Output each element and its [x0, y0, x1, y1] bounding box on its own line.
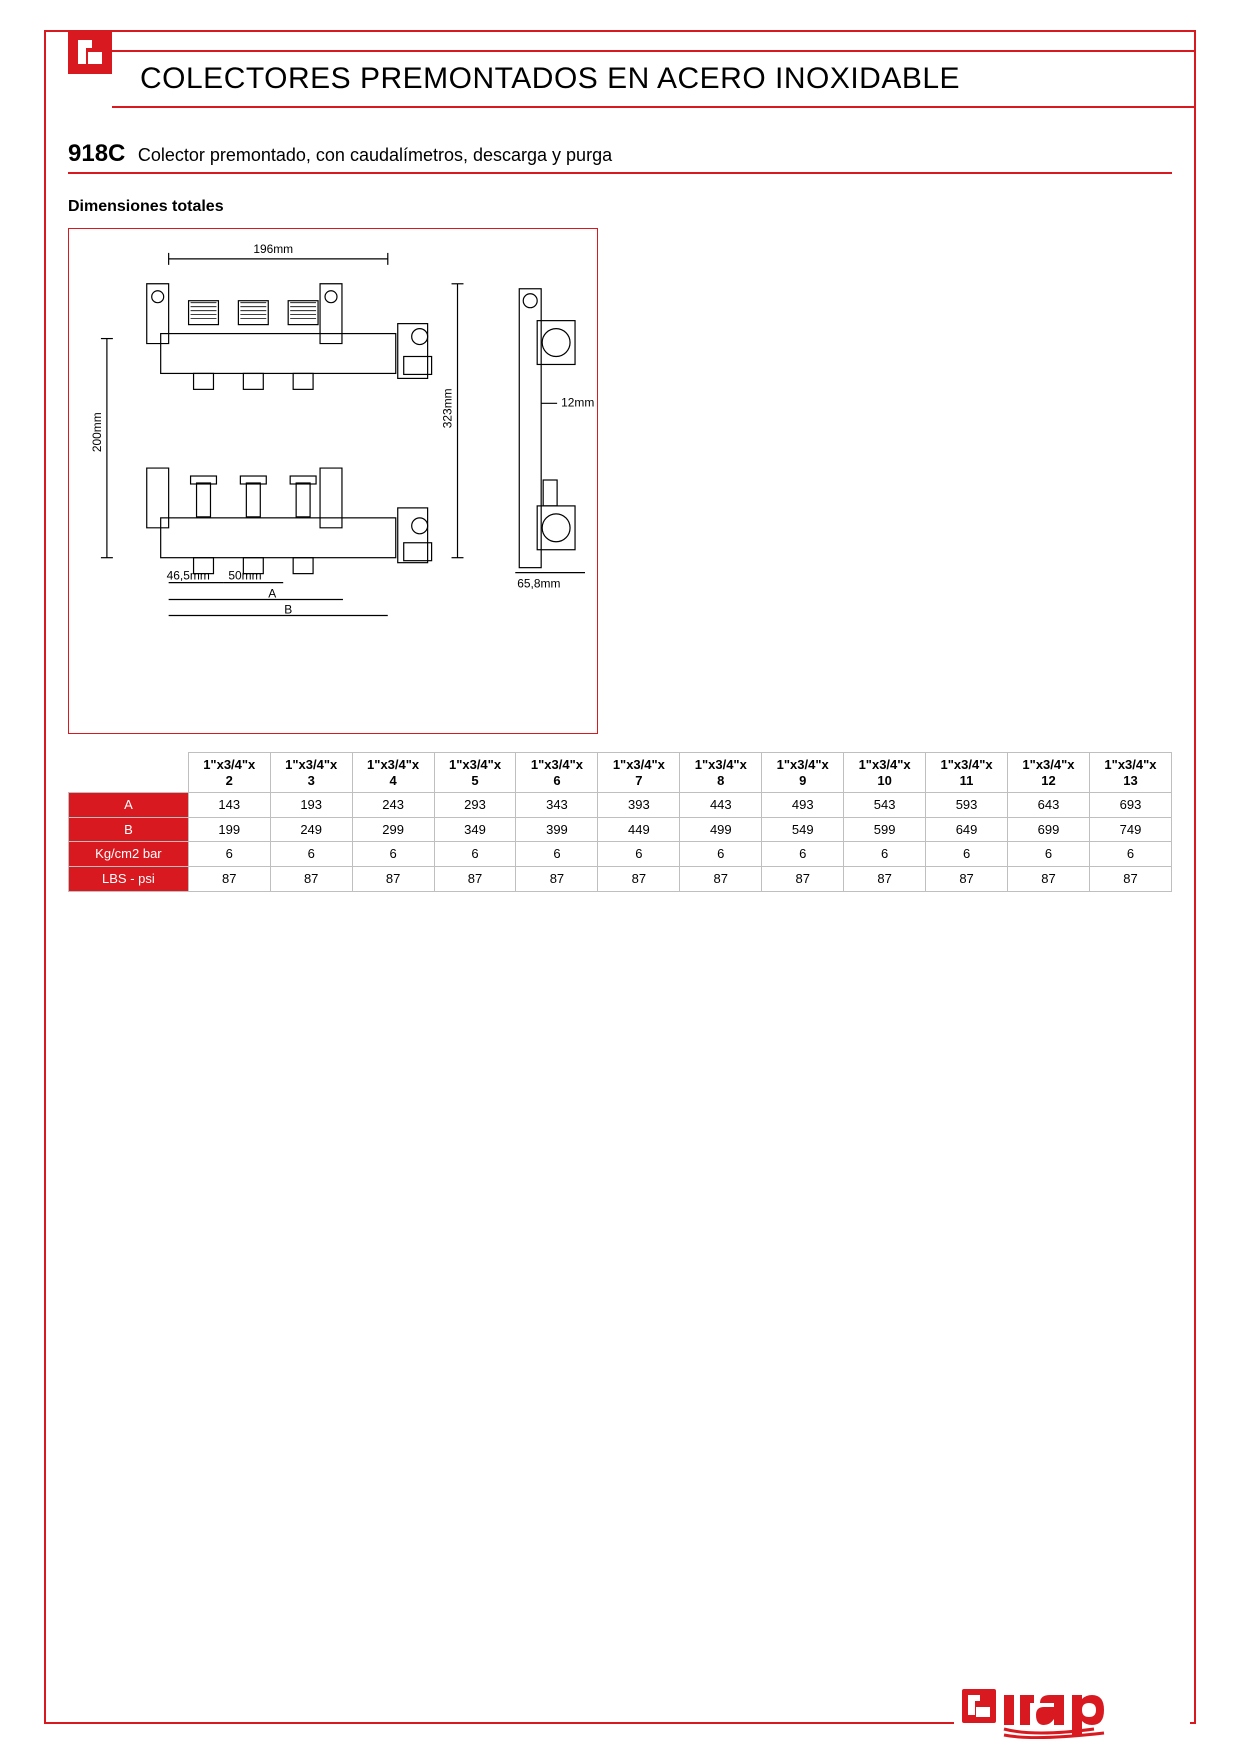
- spec-table-head: 1"x3/4"x21"x3/4"x31"x3/4"x41"x3/4"x51"x3…: [69, 753, 1172, 793]
- table-cell: 6: [762, 842, 844, 867]
- dim-side-width: 65,8mm: [517, 577, 560, 591]
- table-column-header: 1"x3/4"x12: [1008, 753, 1090, 793]
- table-row-label: A: [69, 793, 189, 818]
- dim-offset-b: 50mm: [228, 569, 261, 583]
- table-column-header: 1"x3/4"x13: [1089, 753, 1171, 793]
- dim-total-height: 323mm: [441, 388, 455, 428]
- table-cell: 6: [352, 842, 434, 867]
- table-row-label: Kg/cm2 bar: [69, 842, 189, 867]
- table-column-header: 1"x3/4"x3: [270, 753, 352, 793]
- table-cell: 143: [188, 793, 270, 818]
- table-row: LBS - psi878787878787878787878787: [69, 866, 1172, 891]
- table-row: Kg/cm2 bar666666666666: [69, 842, 1172, 867]
- table-cell: 243: [352, 793, 434, 818]
- spec-table-body: A143193243293343393443493543593643693B19…: [69, 793, 1172, 891]
- table-cell: 349: [434, 817, 516, 842]
- dimension-diagram: 196mm 200mm 323mm 12mm 65,8mm 46,5mm 50m…: [68, 228, 598, 734]
- footer-brand-logo: [954, 1683, 1190, 1744]
- table-cell: 87: [762, 866, 844, 891]
- spec-table: 1"x3/4"x21"x3/4"x31"x3/4"x41"x3/4"x51"x3…: [68, 752, 1172, 892]
- table-cell: 6: [270, 842, 352, 867]
- page-title-bar: COLECTORES PREMONTADOS EN ACERO INOXIDAB…: [112, 50, 1196, 108]
- dim-left-height: 200mm: [90, 412, 104, 452]
- dim-a-label: A: [268, 587, 276, 601]
- table-cell: 87: [926, 866, 1008, 891]
- table-cell: 6: [598, 842, 680, 867]
- table-column-header: 1"x3/4"x11: [926, 753, 1008, 793]
- table-cell: 6: [1089, 842, 1171, 867]
- table-cell: 193: [270, 793, 352, 818]
- table-cell: 6: [844, 842, 926, 867]
- table-column-header: 1"x3/4"x4: [352, 753, 434, 793]
- table-cell: 499: [680, 817, 762, 842]
- table-row-label: LBS - psi: [69, 866, 189, 891]
- dimensions-heading: Dimensiones totales: [68, 198, 1172, 216]
- table-column-header: 1"x3/4"x2: [188, 753, 270, 793]
- table-column-header: 1"x3/4"x7: [598, 753, 680, 793]
- page-title: COLECTORES PREMONTADOS EN ACERO INOXIDAB…: [140, 62, 1196, 96]
- table-column-header: 1"x3/4"x9: [762, 753, 844, 793]
- table-cell: 593: [926, 793, 1008, 818]
- table-cell: 293: [434, 793, 516, 818]
- table-cell: 6: [434, 842, 516, 867]
- table-cell: 6: [516, 842, 598, 867]
- table-cell: 599: [844, 817, 926, 842]
- table-column-header: 1"x3/4"x10: [844, 753, 926, 793]
- table-cell: 87: [844, 866, 926, 891]
- table-cell: 199: [188, 817, 270, 842]
- table-column-header: 1"x3/4"x5: [434, 753, 516, 793]
- table-cell: 87: [680, 866, 762, 891]
- dim-offset-a: 46,5mm: [167, 569, 210, 583]
- table-row-label: B: [69, 817, 189, 842]
- table-cell: 699: [1008, 817, 1090, 842]
- dim-top-width: 196mm: [253, 242, 293, 256]
- table-cell: 87: [270, 866, 352, 891]
- table-cell: 299: [352, 817, 434, 842]
- table-cell: 649: [926, 817, 1008, 842]
- table-row: B199249299349399449499549599649699749: [69, 817, 1172, 842]
- table-cell: 749: [1089, 817, 1171, 842]
- table-row: A143193243293343393443493543593643693: [69, 793, 1172, 818]
- table-cell: 87: [188, 866, 270, 891]
- dim-side-depth: 12mm: [561, 395, 594, 409]
- table-cell: 693: [1089, 793, 1171, 818]
- table-cell: 6: [1008, 842, 1090, 867]
- product-description: Colector premontado, con caudalímetros, …: [138, 145, 612, 165]
- table-cell: 87: [1089, 866, 1171, 891]
- table-column-header: 1"x3/4"x8: [680, 753, 762, 793]
- table-cell: 87: [1008, 866, 1090, 891]
- table-cell: 87: [434, 866, 516, 891]
- brand-mark-icon: [68, 30, 112, 74]
- table-cell: 249: [270, 817, 352, 842]
- table-cell: 343: [516, 793, 598, 818]
- dim-b-label: B: [284, 602, 292, 616]
- table-cell: 87: [516, 866, 598, 891]
- table-cell: 399: [516, 817, 598, 842]
- table-cell: 543: [844, 793, 926, 818]
- content-area: 918C Colector premontado, con caudalímet…: [68, 140, 1172, 892]
- table-cell: 643: [1008, 793, 1090, 818]
- table-cell: 6: [680, 842, 762, 867]
- product-header: 918C Colector premontado, con caudalímet…: [68, 140, 1172, 174]
- table-corner: [69, 753, 189, 793]
- table-cell: 6: [926, 842, 1008, 867]
- table-column-header: 1"x3/4"x6: [516, 753, 598, 793]
- table-cell: 393: [598, 793, 680, 818]
- table-cell: 87: [352, 866, 434, 891]
- table-cell: 87: [598, 866, 680, 891]
- table-cell: 6: [188, 842, 270, 867]
- table-cell: 443: [680, 793, 762, 818]
- product-code: 918C: [68, 140, 125, 167]
- table-cell: 449: [598, 817, 680, 842]
- table-cell: 493: [762, 793, 844, 818]
- table-cell: 549: [762, 817, 844, 842]
